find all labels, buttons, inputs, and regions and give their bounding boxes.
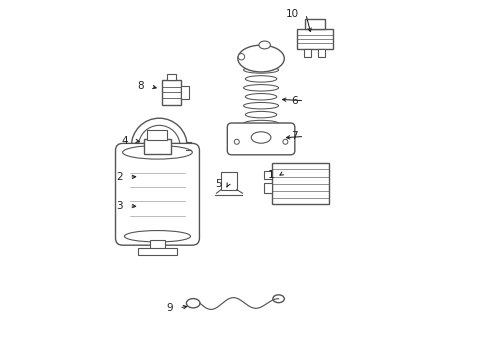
FancyBboxPatch shape	[147, 130, 168, 140]
Ellipse shape	[245, 76, 277, 82]
Text: 2: 2	[116, 172, 123, 182]
Ellipse shape	[259, 41, 270, 49]
FancyBboxPatch shape	[318, 49, 325, 57]
FancyBboxPatch shape	[138, 248, 177, 255]
Text: 8: 8	[138, 81, 144, 91]
FancyBboxPatch shape	[232, 123, 290, 134]
FancyBboxPatch shape	[144, 139, 171, 154]
Ellipse shape	[251, 132, 271, 143]
Text: 4: 4	[121, 136, 128, 146]
Circle shape	[238, 54, 245, 60]
Text: 5: 5	[215, 179, 222, 189]
Ellipse shape	[186, 298, 200, 308]
Ellipse shape	[244, 120, 279, 127]
Circle shape	[131, 118, 187, 174]
FancyBboxPatch shape	[181, 86, 189, 99]
Text: 9: 9	[166, 303, 173, 313]
Text: 1: 1	[268, 170, 274, 180]
Ellipse shape	[124, 230, 191, 242]
Text: 10: 10	[286, 9, 299, 19]
Text: 7: 7	[291, 131, 298, 141]
FancyBboxPatch shape	[132, 170, 147, 180]
FancyBboxPatch shape	[221, 172, 237, 190]
FancyBboxPatch shape	[264, 171, 272, 179]
Text: 6: 6	[291, 96, 298, 106]
FancyBboxPatch shape	[168, 74, 176, 80]
Ellipse shape	[244, 67, 279, 73]
FancyBboxPatch shape	[163, 80, 181, 105]
Circle shape	[139, 125, 180, 167]
Circle shape	[281, 126, 287, 131]
FancyBboxPatch shape	[264, 183, 272, 193]
Text: 3: 3	[116, 201, 123, 211]
Circle shape	[235, 126, 241, 131]
Ellipse shape	[245, 94, 277, 100]
FancyBboxPatch shape	[297, 29, 333, 49]
FancyBboxPatch shape	[305, 19, 325, 29]
Ellipse shape	[122, 145, 192, 159]
Ellipse shape	[244, 85, 279, 91]
Ellipse shape	[238, 45, 284, 72]
FancyBboxPatch shape	[149, 240, 165, 251]
Ellipse shape	[273, 295, 284, 303]
FancyBboxPatch shape	[227, 123, 295, 155]
FancyBboxPatch shape	[272, 163, 329, 204]
Ellipse shape	[244, 103, 279, 109]
Ellipse shape	[245, 111, 277, 118]
Circle shape	[234, 139, 239, 144]
FancyBboxPatch shape	[116, 143, 199, 245]
Circle shape	[283, 139, 288, 144]
FancyBboxPatch shape	[304, 49, 311, 57]
